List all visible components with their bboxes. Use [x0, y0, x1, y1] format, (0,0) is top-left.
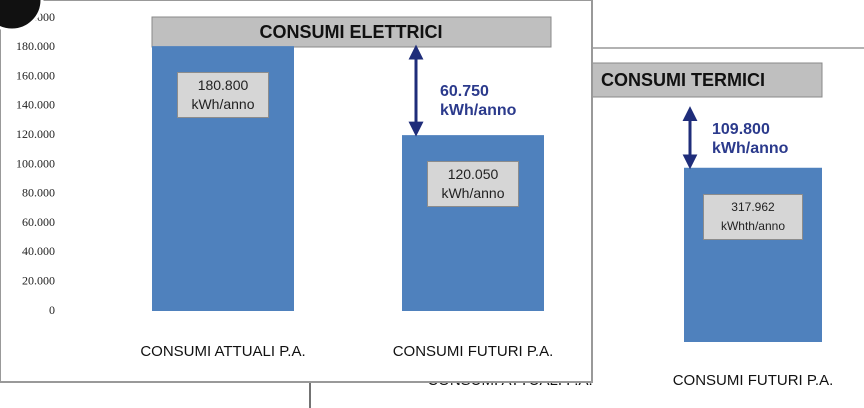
y-tick-label: 40.000	[22, 244, 55, 258]
y-tick-label: 80.000	[22, 186, 55, 200]
chart: 0 20.000 40.000 60.000 80.000 100.000 120.000 1…	[0, 0, 593, 383]
title-box	[151, 16, 552, 48]
x-tick-label: CONSUMI ATTUALI P.A.	[140, 343, 305, 360]
y-tick-label: 100.000	[16, 156, 55, 170]
y-tick-label: 120.000	[16, 127, 55, 141]
y-tick-label: 160.000	[16, 68, 55, 82]
y-tick-label: 0	[49, 303, 55, 317]
y-tick-label: 180.000	[16, 39, 55, 53]
y-tick-label: 60.000	[22, 215, 55, 229]
x-tick-label: CONSUMI FUTURI P.A.	[393, 343, 554, 360]
value-label: 317.962 kWhth/anno	[703, 193, 803, 240]
value-label: 120.050 kWh/anno	[427, 161, 519, 208]
x-tick-label: CONSUMI FUTURI P.A.	[673, 372, 834, 389]
chart-title: CONSUMI ELETTRICI	[260, 22, 443, 42]
chart-title: CONSUMI TERMICI	[601, 70, 765, 90]
y-tick-label: 20.000	[22, 273, 55, 287]
annotation: 109.800 kWh/anno	[712, 121, 789, 157]
annotation: 60.750 kWh/anno	[440, 83, 517, 119]
y-tick-label: 140.000	[16, 98, 55, 112]
corner-badge	[0, 0, 44, 32]
value-label: 180.800 kWh/anno	[177, 72, 269, 119]
